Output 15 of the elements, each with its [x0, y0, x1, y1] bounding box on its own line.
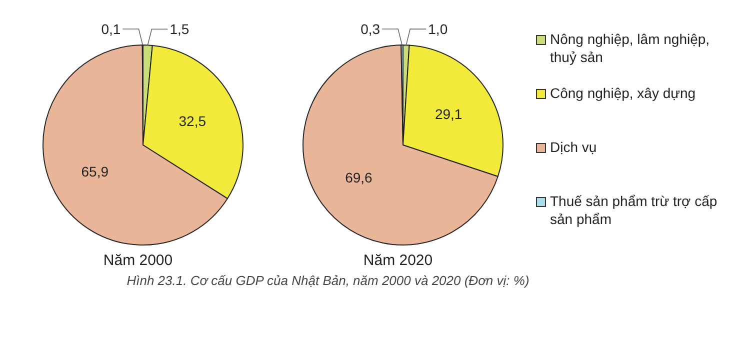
data-label: 65,9	[81, 164, 109, 180]
text: Năm 2000	[102, 252, 174, 269]
legend-label: Dịch vụ	[550, 138, 597, 156]
data-label: 69,6	[345, 170, 373, 186]
data-label: 1,5	[170, 21, 190, 38]
data-label: 0,1	[101, 21, 121, 37]
data-label: 29,1	[434, 106, 462, 122]
text: Hình 23.1. Cơ cấu GDP của Nhật Bản, năm 2000 và 2020 (Đơn vị: %)	[126, 273, 530, 288]
legend-label: Công nghiệp, xây dựng	[550, 84, 696, 102]
data-label: 1,0	[428, 21, 448, 38]
text: Năm 2020	[362, 252, 434, 269]
data-label: 0,3	[360, 21, 380, 38]
data-label: 32,5	[178, 112, 206, 129]
legend-label: Nông nghiệp, lâm nghiệp, thuỷ sản	[550, 30, 711, 66]
legend-label: Thuế sản phẩm trừ trợ cấp sản phẩm	[550, 192, 718, 228]
